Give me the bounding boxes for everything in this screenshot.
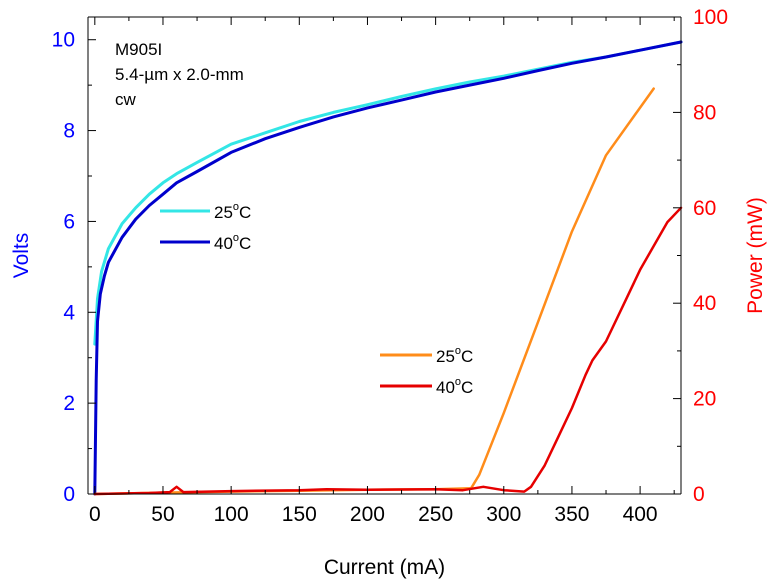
legend-label: 25oC: [436, 345, 473, 366]
x-tick-label: 0: [89, 503, 101, 526]
right-y-axis-label: Power (mW): [744, 197, 767, 314]
series-line-1: [93, 40, 683, 346]
left-y-tick-label: 2: [63, 392, 75, 415]
series-line-3: [93, 87, 655, 496]
x-tick-label: 200: [350, 503, 385, 526]
right-y-tick-label: 60: [693, 197, 716, 220]
device-annotation: M905I 5.4-µm x 2.0-mm cw: [115, 40, 244, 109]
axes-layer: 0 50 100 150 200 250 300 350 4000246810020406080…: [52, 6, 728, 526]
series-line-2: [93, 40, 683, 496]
annotation-line-mode: cw: [115, 90, 137, 109]
left-y-tick-label: 4: [63, 301, 75, 324]
x-tick-label: 250: [418, 503, 453, 526]
right-y-tick-label: 80: [693, 101, 716, 124]
left-y-tick-label: 6: [63, 210, 75, 233]
legend-label: 40oC: [214, 232, 251, 253]
left-y-tick-label: 10: [52, 29, 75, 52]
x-axis-label: Current (mA): [324, 556, 445, 579]
x-tick-label: 100: [214, 503, 249, 526]
x-tick-label: 300: [486, 503, 521, 526]
legend-label: 25oC: [214, 201, 251, 222]
x-tick-label: 350: [554, 503, 589, 526]
series-layer: [93, 40, 683, 496]
legend-label: 40oC: [436, 376, 473, 397]
annotation-line-size: 5.4-µm x 2.0-mm: [115, 65, 244, 84]
right-y-tick-label: 0: [693, 483, 705, 506]
left-y-axis-label: Volts: [10, 233, 33, 279]
x-tick-label: 50: [151, 503, 174, 526]
annotation-line-device: M905I: [115, 40, 162, 59]
series-line-4: [93, 206, 683, 496]
legend-group-2: 25oC 40oC: [380, 345, 473, 397]
legend-group-1: 25oC 40oC: [160, 201, 251, 253]
right-y-tick-label: 100: [693, 6, 728, 29]
left-y-tick-label: 8: [63, 120, 75, 143]
x-tick-label: 150: [282, 503, 317, 526]
x-tick-label: 400: [623, 503, 658, 526]
left-y-tick-label: 0: [63, 483, 75, 506]
legend-layer: 25oC 40oC 25oC 40oC: [160, 201, 473, 397]
right-y-tick-label: 40: [693, 292, 716, 315]
right-y-tick-label: 20: [693, 388, 716, 411]
